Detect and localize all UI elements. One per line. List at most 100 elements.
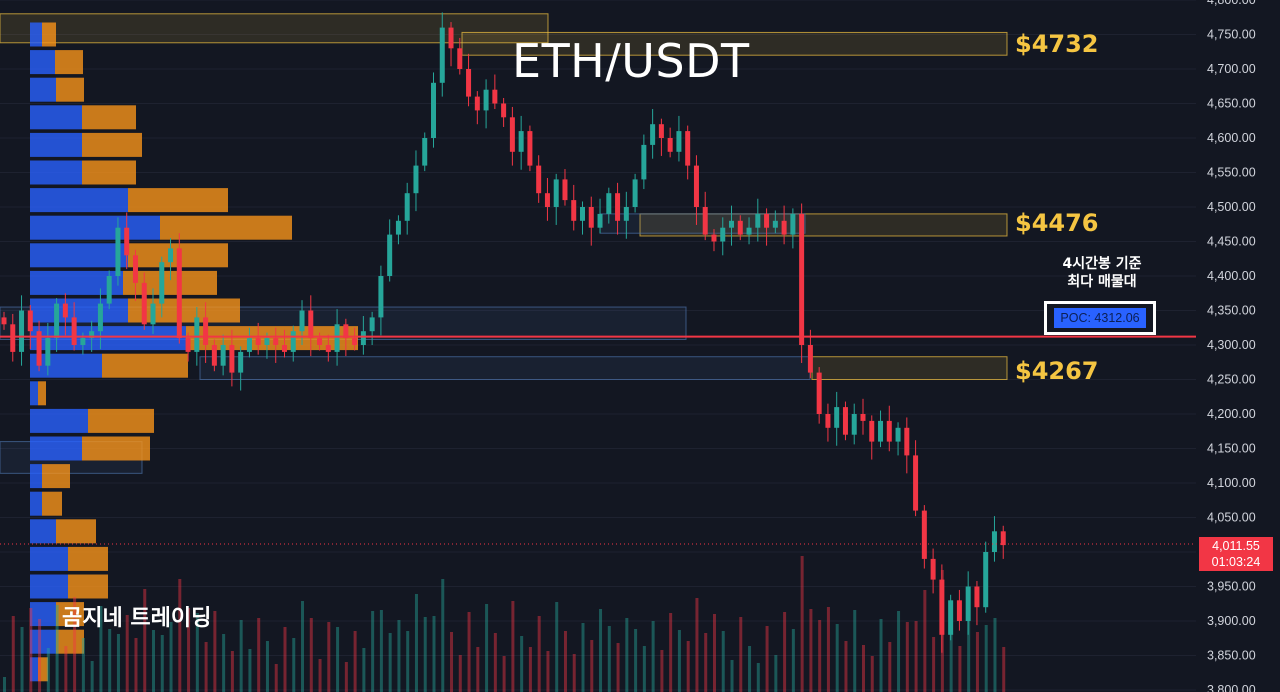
volume-bar <box>38 619 42 692</box>
vp-buy-bar <box>30 464 42 489</box>
volume-bar <box>765 626 769 692</box>
volume-bar <box>397 620 401 692</box>
candle-body <box>799 213 805 345</box>
volume-bar <box>46 648 50 692</box>
vp-sell-bar <box>68 574 108 599</box>
vp-sell-bar <box>123 270 217 295</box>
level-label-4732: $4732 <box>1015 30 1099 58</box>
y-tick-label: 3,800.00 <box>1207 683 1256 692</box>
volume-bar <box>344 662 348 692</box>
volume-bar <box>257 618 261 692</box>
vp-buy-bar <box>30 519 56 544</box>
volume-bar <box>879 619 883 692</box>
candle-body <box>264 338 270 345</box>
candle-body <box>325 345 331 352</box>
y-tick-label: 3,900.00 <box>1207 614 1256 628</box>
y-tick-label: 4,450.00 <box>1207 235 1256 249</box>
vp-buy-bar <box>30 436 82 461</box>
volume-bar <box>11 616 15 692</box>
vp-buy-bar <box>30 105 82 130</box>
candle-body <box>404 193 410 221</box>
volume-bar <box>818 620 822 692</box>
volume-bar <box>467 612 471 692</box>
vp-buy-bar <box>30 243 128 268</box>
y-tick-label: 4,150.00 <box>1207 442 1256 456</box>
y-tick-label: 3,950.00 <box>1207 580 1256 594</box>
volume-bar <box>590 640 594 692</box>
candle-body <box>851 414 857 435</box>
candle-body <box>895 427 901 442</box>
vp-sell-bar <box>68 546 108 571</box>
candle-body <box>185 338 191 352</box>
volume-bar <box>55 605 59 692</box>
vp-buy-bar <box>30 160 82 185</box>
volume-bar <box>975 632 979 692</box>
candle-body <box>790 213 796 235</box>
volume-bar <box>651 621 655 692</box>
vp-sell-bar <box>38 381 46 406</box>
poc-note-line2: 최다 매물대 <box>1067 274 1137 290</box>
volume-bar <box>844 641 848 692</box>
volume-bar <box>432 616 436 692</box>
y-tick-label: 3,850.00 <box>1207 649 1256 663</box>
volume-bar <box>993 618 997 692</box>
volume-bar <box>861 645 865 692</box>
volume-bar <box>791 629 795 692</box>
candle-body <box>492 89 498 104</box>
candle-body <box>930 558 936 580</box>
candle-body <box>650 124 656 145</box>
volume-bar <box>29 608 33 692</box>
candle-body <box>132 255 138 283</box>
candle-body <box>45 338 51 366</box>
zone-4267 <box>811 356 1008 381</box>
volume-bar <box>152 630 156 692</box>
vp-buy-bar <box>30 22 42 47</box>
candle-body <box>1000 531 1006 546</box>
candle-body <box>141 282 147 325</box>
volume-bar <box>774 655 778 692</box>
y-tick-label: 4,750.00 <box>1207 28 1256 42</box>
volume-bar <box>730 660 734 692</box>
candle-body <box>308 310 314 339</box>
candle-body <box>448 27 454 49</box>
vp-buy-bar <box>30 215 160 240</box>
y-tick-label: 4,300.00 <box>1207 338 1256 352</box>
candle-body <box>632 179 638 207</box>
candle-body <box>518 131 524 152</box>
candle-body <box>755 213 761 228</box>
volume-bar <box>520 636 524 692</box>
volume-bar <box>739 617 743 692</box>
candle-body <box>834 407 840 428</box>
candle-body <box>562 179 568 201</box>
volume-bar <box>932 637 936 692</box>
volume-bar <box>327 622 331 692</box>
volume-bar <box>222 634 226 692</box>
candle-body <box>544 193 550 207</box>
candle-body <box>729 220 735 228</box>
candle-body <box>246 338 252 352</box>
candle-body <box>106 276 112 304</box>
volume-bar <box>888 642 892 692</box>
volume-bar <box>756 663 760 692</box>
vp-sell-bar <box>102 353 188 378</box>
vp-sell-bar <box>88 408 154 433</box>
volume-bar <box>90 661 94 692</box>
volume-bar <box>195 613 199 692</box>
candle-body <box>676 131 682 152</box>
candle-body <box>281 345 287 352</box>
candle-body <box>10 324 16 352</box>
candle-body <box>334 324 340 352</box>
candle-body <box>360 331 366 345</box>
volume-bar <box>502 656 506 692</box>
candle-body <box>176 248 182 339</box>
volume-bar <box>371 611 375 692</box>
vp-buy-bar <box>30 657 38 682</box>
vp-buy-bar <box>30 574 68 599</box>
candle-body <box>1 317 7 325</box>
volume-bar <box>64 646 68 692</box>
candle-body <box>956 600 962 621</box>
vp-buy-bar <box>30 546 68 571</box>
candle-body <box>124 227 130 256</box>
candle-body <box>580 207 586 221</box>
